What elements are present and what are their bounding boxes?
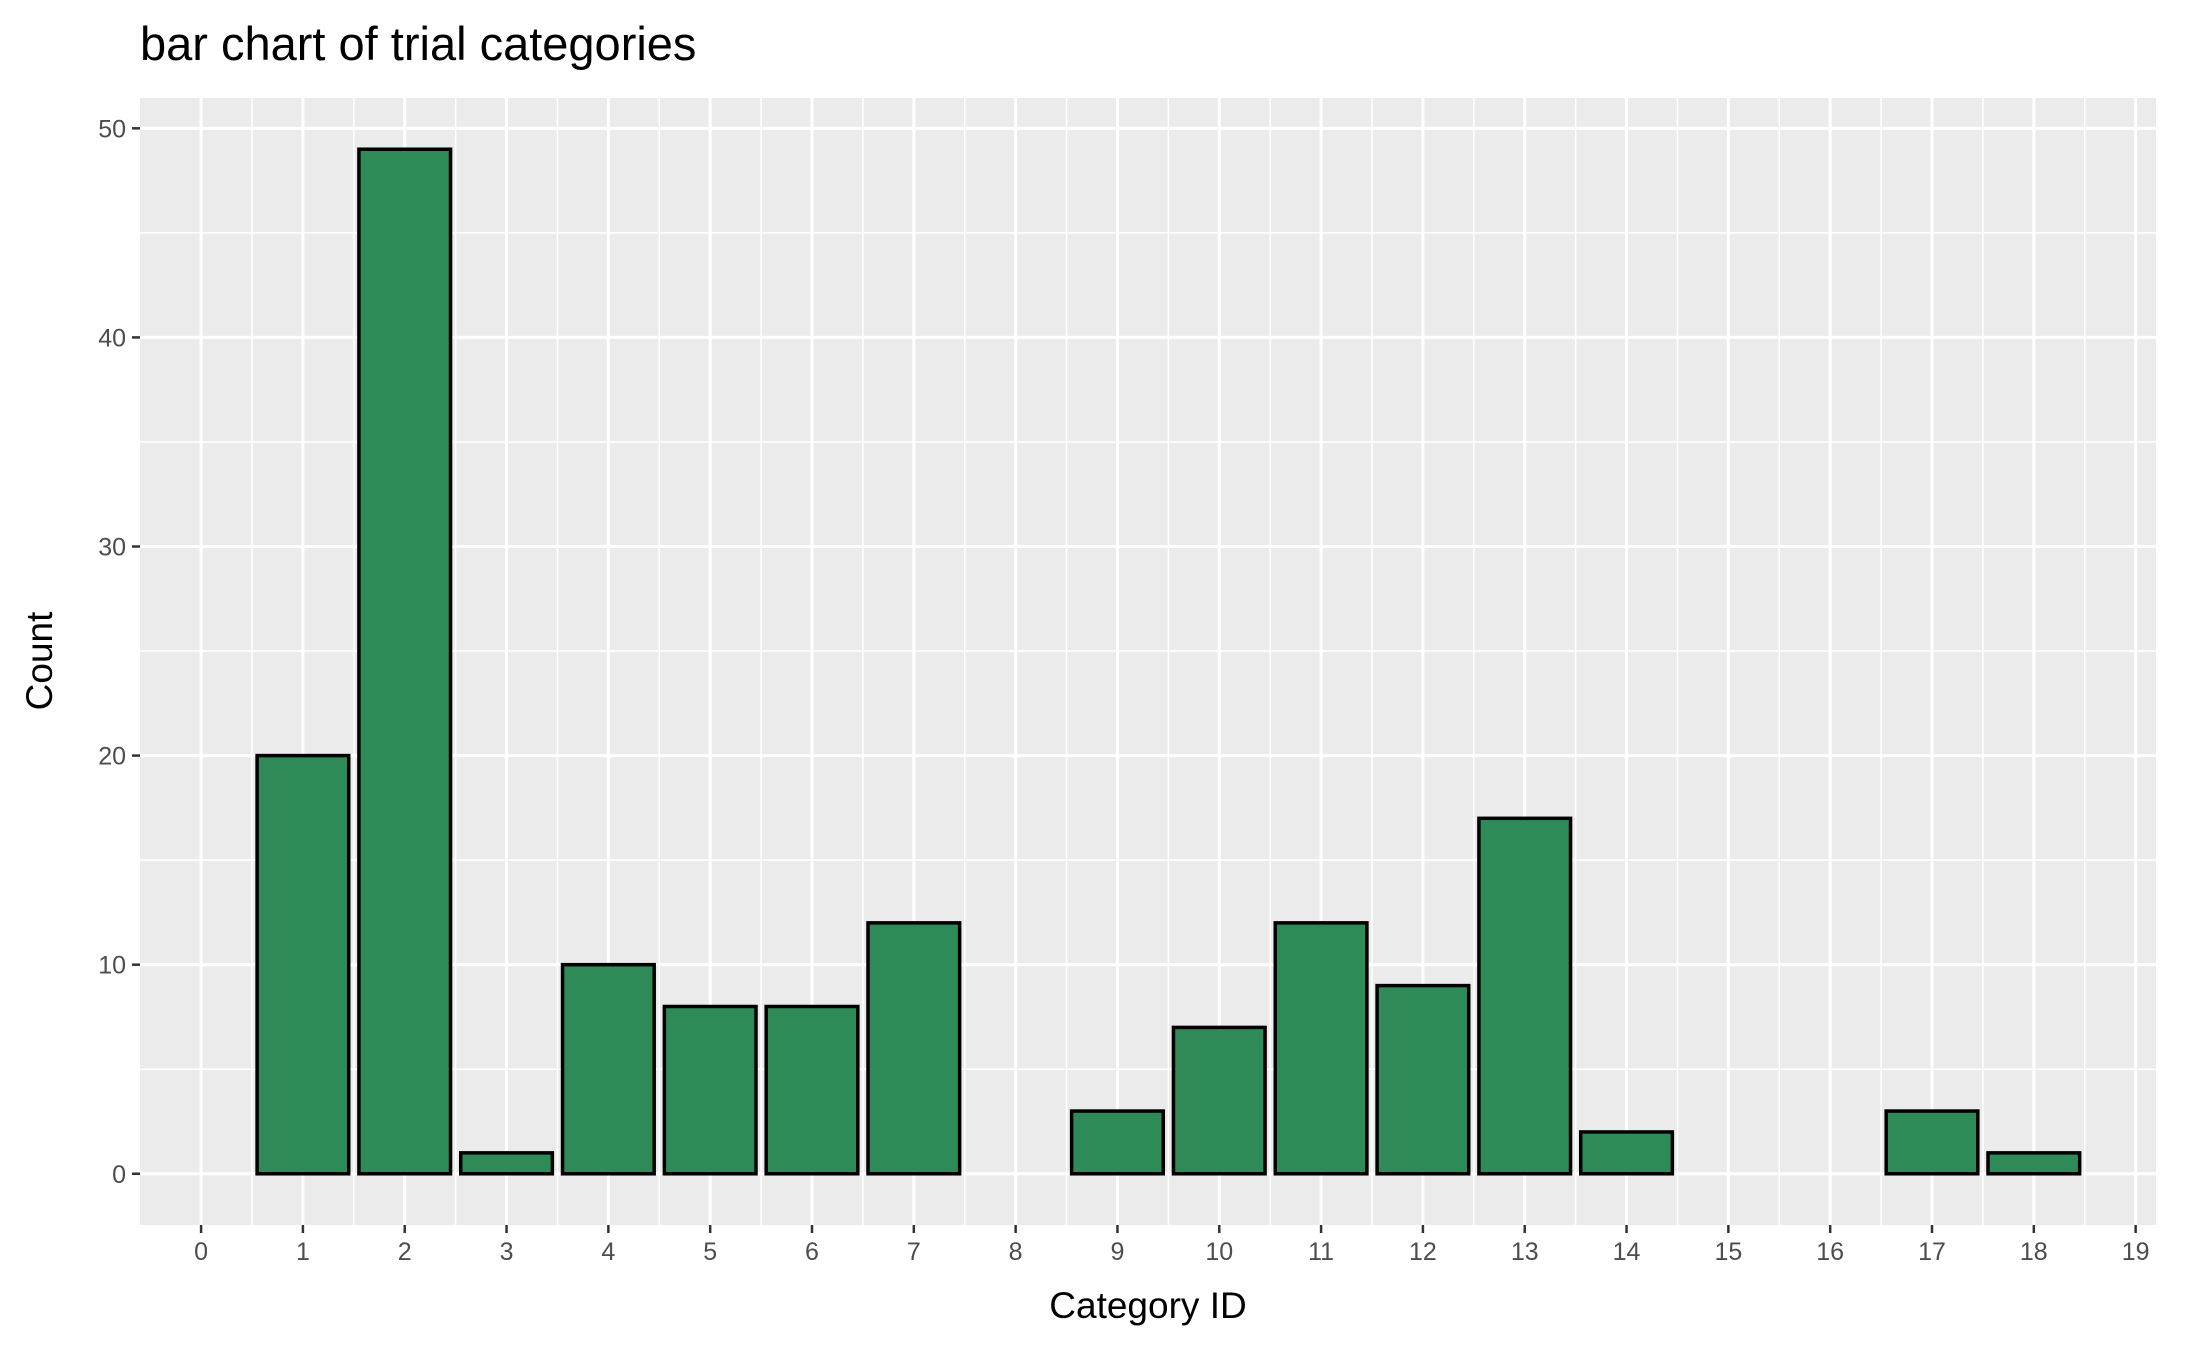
bar-category-3: [458, 1151, 555, 1176]
y-tick-label: 50: [98, 115, 126, 143]
x-tick-label: 0: [194, 1238, 208, 1266]
bar-category-9: [1069, 1109, 1166, 1176]
bar-category-2: [357, 147, 453, 1176]
x-axis: 0 1 2 3 4 5 6 7 8 9 10 11 12 13 14 15 16 17 18 19: [194, 1225, 2150, 1266]
bar-category-13: [1477, 816, 1573, 1176]
bar-category-14: [1578, 1130, 1675, 1176]
plot-panel: [140, 98, 2156, 1225]
x-tick-label: 3: [500, 1238, 514, 1266]
bar-category-1: [255, 753, 351, 1176]
x-tick-label: 19: [2122, 1238, 2150, 1266]
x-tick-label: 15: [1714, 1238, 1742, 1266]
y-tick-label: 20: [98, 743, 126, 771]
x-tick-label: 1: [296, 1238, 310, 1266]
x-tick-label: 6: [805, 1238, 819, 1266]
bar-category-17: [1884, 1109, 1980, 1176]
x-tick-label: 14: [1613, 1238, 1641, 1266]
x-tick-label: 7: [907, 1238, 921, 1266]
x-tick-label: 11: [1308, 1238, 1334, 1266]
x-tick-label: 12: [1409, 1238, 1437, 1266]
bar-category-11: [1273, 921, 1369, 1176]
chart-title: bar chart of trial categories: [140, 17, 696, 70]
x-tick-label: 18: [2020, 1238, 2048, 1266]
x-tick-label: 9: [1111, 1238, 1125, 1266]
x-tick-label: 5: [703, 1238, 717, 1266]
x-tick-label: 10: [1205, 1238, 1233, 1266]
bars: [255, 147, 2082, 1176]
y-axis: 0 10 20 30 40 50: [98, 115, 140, 1189]
bar-category-4: [560, 962, 656, 1176]
x-axis-title: Category ID: [1049, 1285, 1246, 1326]
x-tick-label: 4: [601, 1238, 615, 1266]
bar-category-18: [1986, 1151, 2082, 1176]
bar-category-7: [866, 921, 962, 1176]
bar-category-6: [764, 1004, 860, 1176]
y-tick-label: 30: [98, 534, 126, 562]
x-tick-label: 2: [398, 1238, 412, 1266]
x-tick-label: 17: [1918, 1238, 1946, 1266]
x-tick-label: 16: [1816, 1238, 1844, 1266]
y-axis-title: Count: [19, 611, 60, 710]
bar-category-12: [1375, 983, 1471, 1176]
y-tick-label: 10: [98, 952, 126, 980]
y-tick-label: 0: [112, 1161, 126, 1189]
bar-category-10: [1171, 1025, 1267, 1176]
x-tick-label: 8: [1009, 1238, 1023, 1266]
y-tick-label: 40: [98, 324, 126, 352]
bar-category-5: [662, 1004, 758, 1176]
x-tick-label: 13: [1511, 1238, 1539, 1266]
